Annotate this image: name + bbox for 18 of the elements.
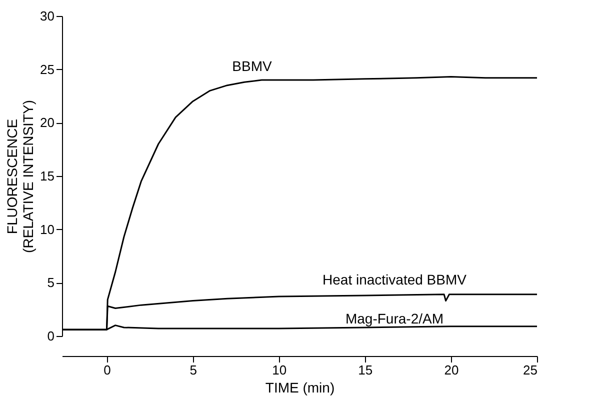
x-tick-label: 25 <box>523 362 538 378</box>
x-tick-label: 20 <box>444 362 459 378</box>
y-tick-label: 5 <box>47 275 54 290</box>
series-label: Mag-Fura-2/AM <box>345 310 444 326</box>
x-tick-label: 5 <box>190 362 197 378</box>
series-label: BBMV <box>232 58 272 74</box>
y-tick-label: 25 <box>40 62 54 77</box>
y-tick-label: 10 <box>40 222 54 237</box>
x-tick-label: 0 <box>104 362 111 378</box>
y-tick-label: 0 <box>47 328 54 344</box>
series-label: Heat inactivated BBMV <box>322 271 468 288</box>
y-axis-title: FLUORESCENCE (RELATIVE INTENSITY) <box>4 100 36 253</box>
x-tick-label: 10 <box>272 362 287 378</box>
y-tick-label: 20 <box>40 115 54 130</box>
y-tick-label: 30 <box>40 8 54 24</box>
x-tick-label: 15 <box>358 362 373 378</box>
y-tick-label: 15 <box>40 168 54 184</box>
x-axis-title: TIME (min) <box>265 380 335 396</box>
